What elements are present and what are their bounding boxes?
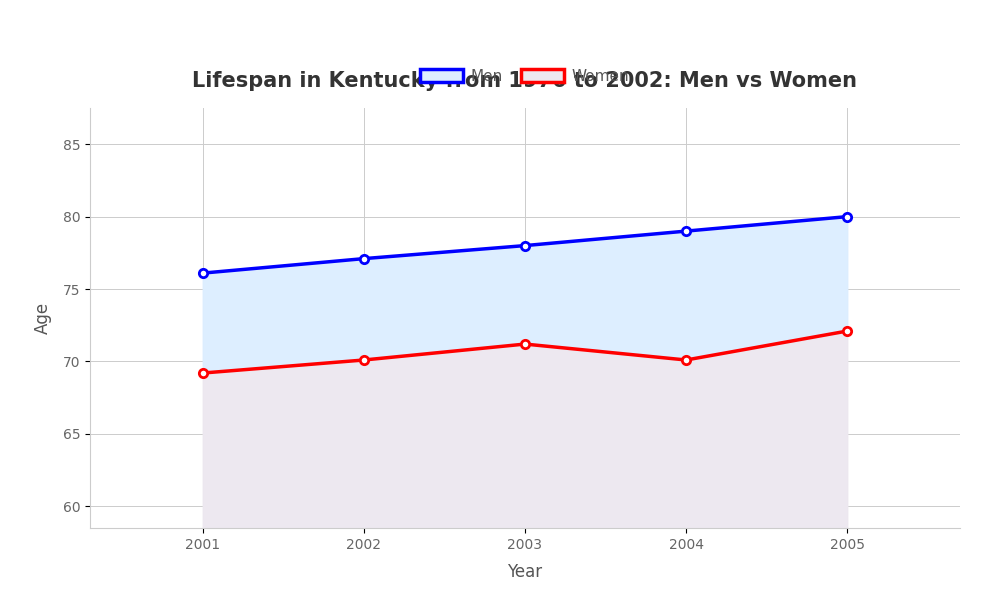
Title: Lifespan in Kentucky from 1976 to 2002: Men vs Women: Lifespan in Kentucky from 1976 to 2002: … (192, 71, 858, 91)
Y-axis label: Age: Age (34, 302, 52, 334)
X-axis label: Year: Year (507, 563, 543, 581)
Legend: Men, Women: Men, Women (413, 61, 637, 91)
